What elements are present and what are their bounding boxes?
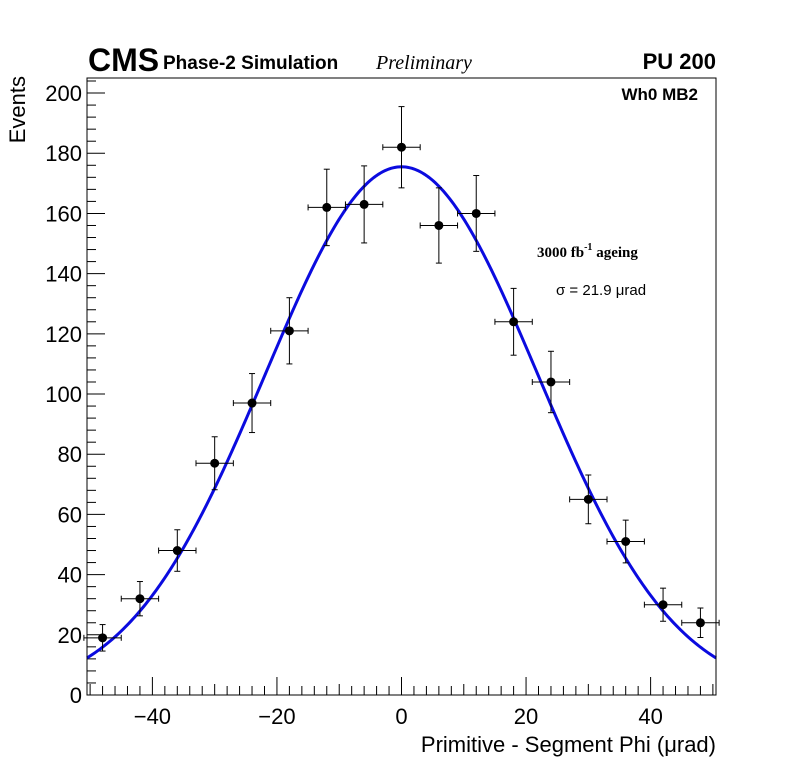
x-tick-label: 20 <box>514 704 538 729</box>
data-marker <box>284 326 294 336</box>
y-tick-label: 40 <box>58 563 82 588</box>
ageing-exponent: -1 <box>584 242 592 253</box>
data-point <box>382 106 421 189</box>
y-tick-label: 120 <box>45 322 82 347</box>
data-point <box>569 474 608 525</box>
x-tick-label: 0 <box>395 704 407 729</box>
data-point <box>83 624 122 652</box>
y-tick-label: 180 <box>45 141 82 166</box>
y-axis-title: Events <box>5 76 30 143</box>
data-marker <box>434 220 444 230</box>
y-tick-label: 140 <box>45 262 82 287</box>
x-tick-label: −20 <box>258 704 295 729</box>
y-tick-label: 200 <box>45 81 82 106</box>
data-marker <box>658 600 668 610</box>
data-point <box>643 587 683 622</box>
x-axis-title: Primitive - Segment Phi (μrad) <box>421 732 716 757</box>
data-point <box>270 297 309 365</box>
ageing-label: 3000 fb-1 ageing <box>537 242 638 261</box>
data-point <box>494 287 533 356</box>
data-marker <box>135 594 145 604</box>
ageing-base: 3000 fb <box>537 245 584 261</box>
data-marker <box>471 208 481 218</box>
data-marker <box>583 494 593 504</box>
data-point <box>419 187 459 264</box>
data-point <box>344 165 384 244</box>
points-layer <box>83 106 720 652</box>
data-marker <box>509 317 519 327</box>
subtitle-label: Phase-2 Simulation <box>163 53 338 74</box>
data-marker <box>621 537 631 547</box>
data-marker <box>695 618 705 628</box>
sigma-label: σ = 21.9 μrad <box>556 282 646 299</box>
x-tick-label: 40 <box>638 704 662 729</box>
x-tick-label: −40 <box>134 704 171 729</box>
y-tick-label: 160 <box>45 201 82 226</box>
data-marker <box>210 458 220 468</box>
axes: −40 −20 0 20 40 0 20 40 60 80 100 120 140 160 180 200 <box>45 80 714 729</box>
y-tick-label: 60 <box>58 502 82 527</box>
data-marker <box>247 398 257 408</box>
data-point <box>158 529 197 572</box>
y-tick-label: 80 <box>58 442 82 467</box>
region-label: Wh0 MB2 <box>622 85 699 104</box>
data-point <box>195 436 234 491</box>
pileup-label: PU 200 <box>643 49 716 74</box>
data-marker <box>98 633 108 643</box>
y-tick-label: 0 <box>70 683 82 708</box>
data-marker <box>322 202 332 212</box>
data-point <box>307 168 346 247</box>
data-point <box>232 373 272 434</box>
data-marker <box>546 377 556 387</box>
status-label: Preliminary <box>375 52 472 74</box>
data-point <box>606 519 645 564</box>
data-marker <box>359 199 369 209</box>
data-marker <box>397 142 406 152</box>
data-point <box>681 607 720 639</box>
data-point <box>531 350 571 414</box>
y-tick-label: 100 <box>45 382 82 407</box>
plot-frame <box>86 77 717 696</box>
data-marker <box>172 546 182 556</box>
data-point <box>120 581 160 617</box>
experiment-label: CMS <box>88 42 159 78</box>
y-tick-label: 20 <box>58 623 82 648</box>
data-point <box>457 175 496 252</box>
ageing-suffix: ageing <box>592 245 638 261</box>
